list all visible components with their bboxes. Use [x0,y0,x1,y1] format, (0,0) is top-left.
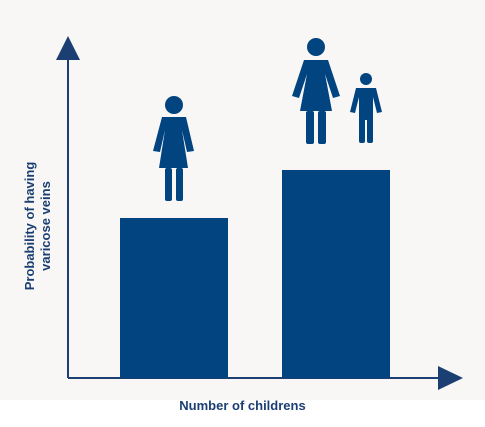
y-axis-arrow-icon [56,36,80,60]
bars [120,170,390,378]
woman-icon [153,96,194,201]
bar-chart [56,36,463,390]
y-axis-label-line-2: varicose veins [38,181,53,271]
bar-1 [120,218,228,378]
y-axis-label-line-1: Probability of having [22,161,37,291]
woman-and-child-icon [292,38,382,144]
y-axis-label: Probability of having varicose veins [22,162,54,291]
x-axis-label: Number of childrens [179,398,306,413]
bar-2 [282,170,390,378]
y-axis [56,36,80,378]
x-axis-arrow-icon [438,366,463,390]
plot-background [0,0,485,400]
